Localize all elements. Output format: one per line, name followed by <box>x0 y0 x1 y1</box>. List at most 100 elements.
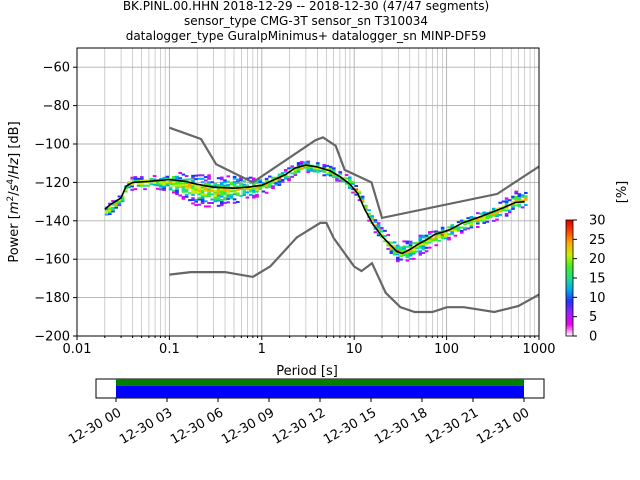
density-cell <box>216 199 221 202</box>
colorbar: 0 5 10 15 20 25 30 [%] <box>565 181 630 345</box>
density-cell <box>226 192 231 195</box>
density-cell <box>229 181 234 184</box>
density-cell <box>156 180 160 183</box>
density-cell <box>216 192 221 195</box>
density-cell <box>469 222 474 225</box>
density-cell <box>204 200 208 203</box>
density-cell <box>450 229 455 232</box>
density-cell <box>255 190 259 193</box>
density-cell <box>424 241 429 244</box>
density-cell <box>380 227 384 230</box>
density-cell <box>338 178 343 181</box>
density-cell <box>434 230 439 233</box>
density-cell <box>124 188 128 191</box>
density-cell <box>159 177 163 180</box>
density-cell <box>412 247 416 250</box>
density-cell <box>130 188 135 191</box>
density-cell <box>213 191 218 194</box>
density-cell <box>511 200 515 203</box>
density-cell <box>514 195 519 198</box>
density-cell <box>399 253 403 256</box>
density-cell <box>504 209 509 212</box>
density-cell <box>338 179 343 182</box>
density-cell <box>268 184 272 187</box>
density-cell <box>428 238 432 241</box>
density-cell <box>501 205 506 208</box>
density-cell <box>200 201 205 204</box>
density-cell <box>159 184 163 187</box>
density-cell <box>511 207 515 210</box>
density-cell <box>168 179 173 182</box>
density-cell <box>421 248 426 251</box>
x-tick-label: 0.01 <box>63 342 92 357</box>
colorbar-tick-label: 5 <box>589 310 597 325</box>
density-cell <box>389 251 394 254</box>
y-tick-label: −100 <box>34 138 70 153</box>
density-cell <box>236 182 240 185</box>
density-cell <box>412 252 416 255</box>
density-cell <box>140 177 144 180</box>
density-cell <box>252 177 256 180</box>
mean-line <box>104 164 525 255</box>
density-cell <box>498 210 503 213</box>
density-cell <box>181 185 186 188</box>
density-cell <box>178 194 183 197</box>
density-cell <box>402 240 407 243</box>
density-cell <box>162 185 167 188</box>
density-cell <box>495 215 499 218</box>
density-cell <box>402 247 407 250</box>
density-cell <box>213 195 218 198</box>
density-cell <box>389 246 394 249</box>
density-cell <box>184 194 189 197</box>
density-cell <box>220 181 224 184</box>
density-cell <box>213 196 218 199</box>
density-cell <box>300 164 304 167</box>
density-cell <box>162 180 167 183</box>
density-cell <box>309 166 314 169</box>
density-cell <box>312 170 317 173</box>
density-cell <box>210 193 215 196</box>
density-cell <box>152 183 157 186</box>
density-cell <box>172 191 176 194</box>
density-cell <box>396 249 400 252</box>
density-cell <box>239 182 243 185</box>
density-cell <box>184 175 189 178</box>
density-cell <box>412 242 416 245</box>
density-cell <box>450 232 455 235</box>
density-cell <box>162 187 167 190</box>
density-cell <box>453 234 458 237</box>
density-cell <box>207 174 211 177</box>
density-cell <box>175 191 179 194</box>
density-cell <box>383 240 387 243</box>
density-cell <box>428 239 432 242</box>
density-cell <box>277 183 282 186</box>
density-cell <box>191 178 195 181</box>
density-cell <box>223 179 227 182</box>
density-cell <box>226 190 231 193</box>
density-cell <box>495 213 499 216</box>
density-cell <box>517 203 522 206</box>
density-cell <box>194 198 199 201</box>
density-cell <box>440 228 445 231</box>
density-cell <box>405 242 410 245</box>
noise-model-line <box>169 126 540 220</box>
density-cell <box>204 195 208 198</box>
density-cell <box>370 216 375 219</box>
y-tick-label: −120 <box>34 176 70 191</box>
density-cell <box>348 181 352 184</box>
density-cell <box>498 206 503 209</box>
density-cell <box>476 222 480 225</box>
density-cell <box>117 202 122 205</box>
density-cell <box>143 179 147 182</box>
density-cell <box>287 177 291 180</box>
density-cell <box>421 246 426 249</box>
density-cell <box>328 165 333 168</box>
density-cell <box>482 216 487 219</box>
density-cell <box>232 175 237 178</box>
density-cell <box>300 166 304 169</box>
density-cell <box>172 182 176 185</box>
density-cell <box>306 169 311 172</box>
density-cell <box>460 221 464 224</box>
density-cell <box>469 224 474 227</box>
density-cell <box>226 196 231 199</box>
